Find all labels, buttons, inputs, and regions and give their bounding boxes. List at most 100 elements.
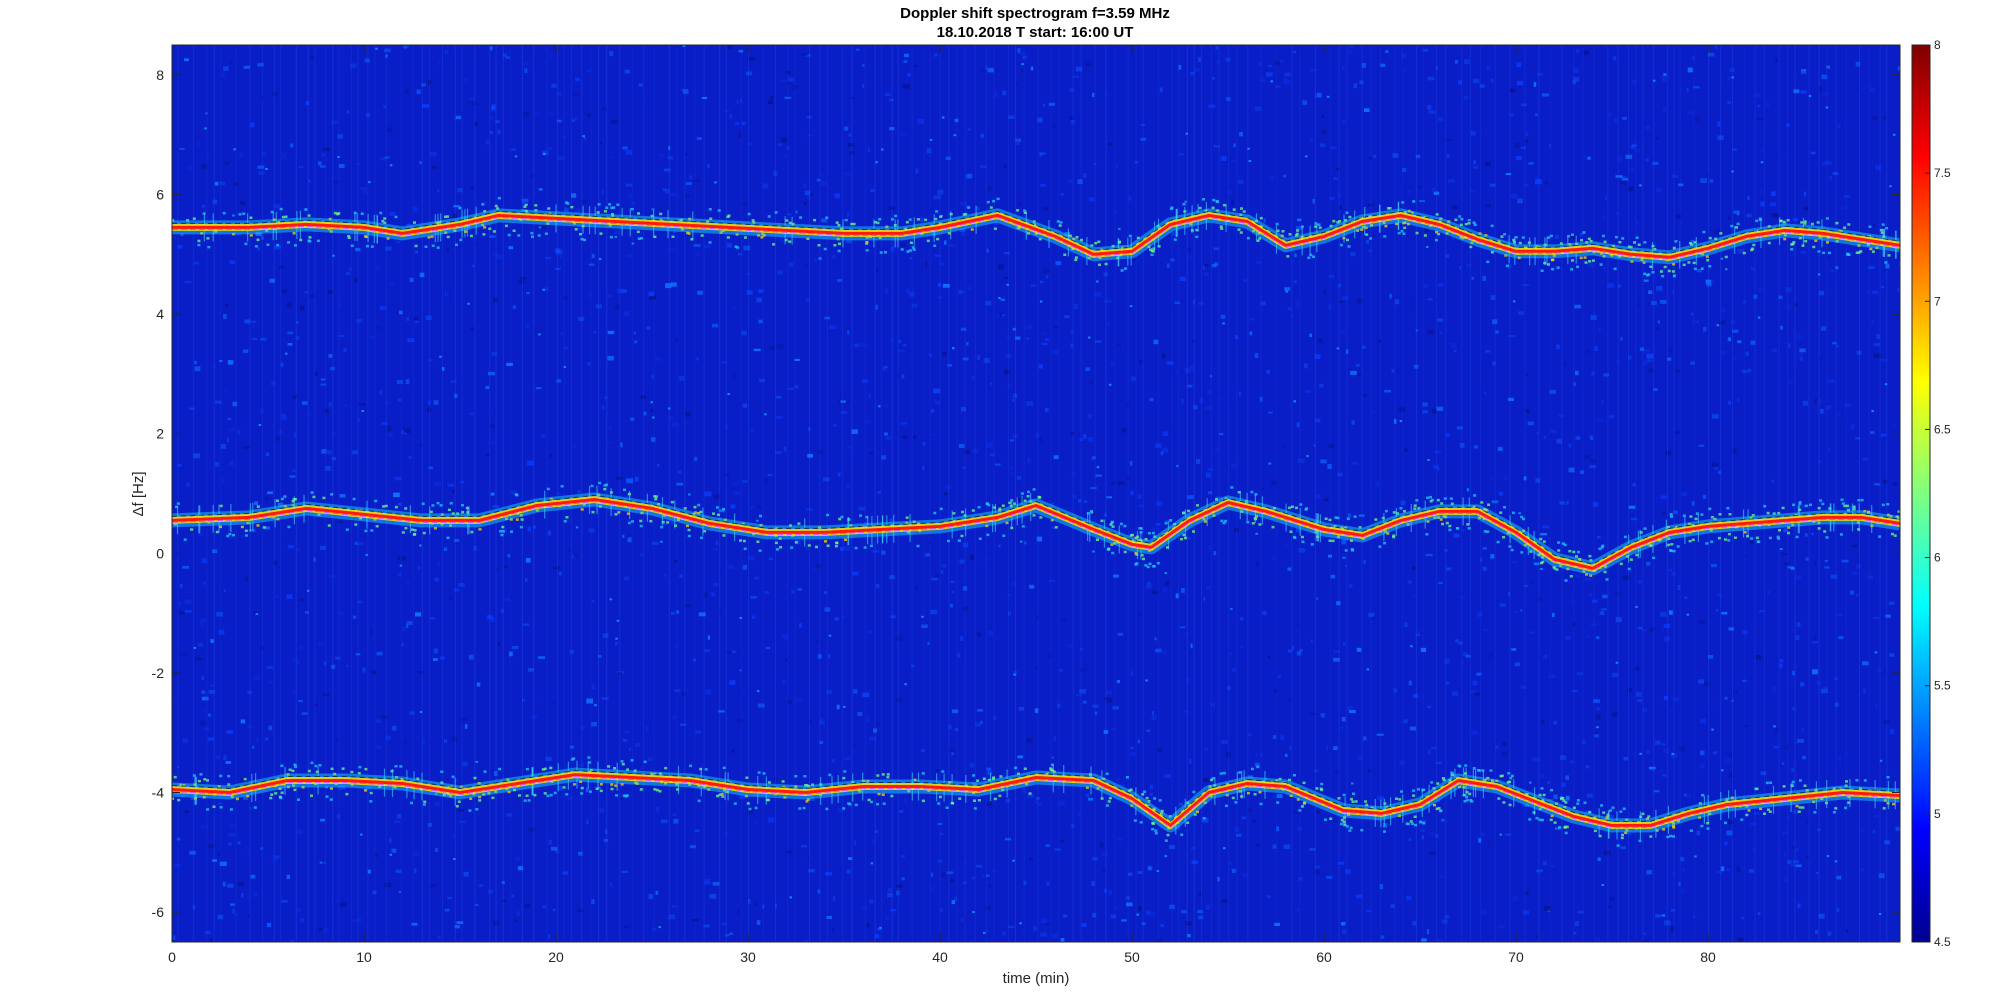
noise-speck [1657,320,1660,324]
noise-speck [208,690,215,694]
noise-speck [943,240,947,245]
noise-speck [391,848,397,853]
noise-speck [1328,443,1335,448]
trace-speck [1107,547,1111,551]
noise-speck [1713,229,1721,235]
noise-speck [1681,868,1685,871]
trace-speck [1627,567,1631,571]
noise-speck [1700,750,1705,756]
noise-speck [1087,336,1091,339]
trace-speck [1384,530,1388,533]
trace-speck [281,215,285,219]
trace-speck [881,793,885,796]
trace-speck [1435,230,1439,234]
trace-speck [630,207,634,211]
noise-speck [816,179,821,182]
noise-speck [775,395,782,399]
noise-speck [897,373,900,379]
trace-speck [735,233,739,236]
noise-speck [1706,281,1712,287]
trace-speck [941,770,945,773]
trace-speck [1835,221,1839,225]
trace-speck [1585,241,1589,244]
trace-speck [458,206,462,210]
trace-speck [582,503,586,506]
noise-speck [1441,818,1445,822]
noise-speck [673,559,678,563]
noise-speck [556,379,562,383]
trace-speck [358,765,362,769]
trace-speck [640,511,644,515]
trace-speck [986,200,990,204]
noise-speck [1878,913,1882,915]
noise-speck [1078,499,1082,503]
noise-speck [1834,860,1838,863]
noise-speck [1820,408,1824,414]
trace-speck [1360,228,1364,231]
noise-speck [203,581,206,585]
noise-speck [675,645,678,650]
noise-speck [1573,77,1580,82]
noise-speck [742,690,745,695]
trace-speck [310,794,313,797]
trace-speck [1202,517,1206,521]
noise-speck [538,656,546,659]
noise-speck [492,253,498,257]
noise-speck [261,152,267,156]
noise-speck [474,121,479,126]
noise-speck [1003,276,1009,279]
trace-speck [794,775,798,778]
noise-speck [556,119,562,123]
trace-speck [1443,497,1447,500]
noise-speck [714,181,717,184]
trace-speck [1127,789,1131,792]
trace-speck [1111,525,1115,528]
noise-speck [1623,757,1629,761]
noise-speck [1015,138,1021,143]
noise-speck [1462,652,1468,656]
noise-speck [1390,904,1395,908]
noise-speck [1834,677,1838,680]
trace-speck [717,209,721,212]
noise-speck [281,289,287,294]
noise-speck [598,786,601,789]
noise-speck [414,250,418,254]
noise-speck [522,62,530,66]
noise-speck [1092,456,1096,460]
noise-speck [458,583,465,587]
noise-speck [1439,331,1443,335]
noise-speck [1594,731,1598,734]
noise-speck [1626,688,1633,692]
trace-speck [767,781,771,784]
trace-speck [1151,827,1155,831]
trace-speck [1032,514,1036,517]
noise-speck [552,908,556,912]
noise-speck [177,766,180,769]
noise-speck [1473,445,1479,449]
noise-speck [493,298,499,303]
noise-speck [476,682,481,687]
noise-speck [213,364,216,369]
noise-speck [357,600,362,604]
noise-speck [453,205,461,208]
noise-speck [662,522,668,526]
trace-speck [1724,821,1727,825]
noise-speck [1663,73,1667,76]
noise-speck [1512,561,1517,564]
trace-speck [775,527,779,530]
noise-speck [1591,939,1597,942]
noise-speck [1208,491,1213,495]
noise-speck [1079,438,1083,441]
noise-speck [447,896,453,900]
noise-speck [601,107,608,110]
noise-speck [1350,370,1357,375]
noise-speck [931,577,938,581]
noise-speck [1085,367,1090,371]
noise-speck [1715,45,1718,49]
trace-speck [1400,230,1404,233]
noise-speck [616,619,620,622]
trace-speck [697,503,701,507]
trace-speck [1706,258,1710,262]
trace-speck [470,530,474,534]
noise-speck [1747,195,1750,201]
